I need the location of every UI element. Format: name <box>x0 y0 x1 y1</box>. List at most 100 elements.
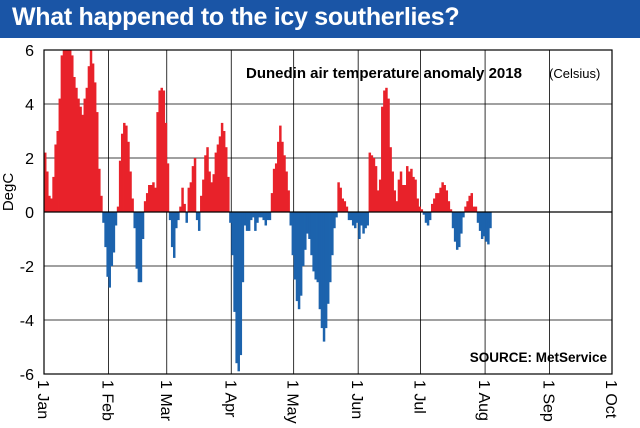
y-axis-label: DegC <box>0 173 17 212</box>
data-bar <box>406 166 409 212</box>
data-bar <box>383 90 386 212</box>
data-bar <box>160 87 163 212</box>
data-bar <box>79 106 82 212</box>
data-bar <box>195 212 199 221</box>
data-bar <box>91 63 95 212</box>
data-bar <box>318 212 322 310</box>
data-bar <box>347 212 351 221</box>
data-bar <box>455 212 459 250</box>
y-tick-label: 6 <box>25 43 34 60</box>
data-bar <box>254 212 257 231</box>
headline-banner: What happened to the icy southerlies? <box>0 0 640 38</box>
data-bar <box>75 87 78 212</box>
data-bar <box>370 155 374 212</box>
data-bar <box>333 212 336 229</box>
data-bar <box>316 212 320 283</box>
data-bar <box>100 195 103 212</box>
data-bar <box>449 209 453 212</box>
data-bar <box>102 212 105 223</box>
data-bar <box>60 55 64 213</box>
data-bar <box>166 163 170 212</box>
data-bar <box>83 98 87 212</box>
data-bar <box>360 212 363 226</box>
data-bar <box>200 195 203 212</box>
data-bar <box>235 212 238 364</box>
data-bar <box>143 201 147 212</box>
data-bar <box>418 206 421 212</box>
x-tick-label: 1 Mar <box>157 380 174 422</box>
data-bar <box>162 90 166 212</box>
data-bar <box>129 171 132 212</box>
data-bar <box>164 122 168 212</box>
data-bar <box>314 212 317 280</box>
data-bar <box>480 212 484 239</box>
headline-text: What happened to the icy southerlies? <box>12 3 460 31</box>
data-bar <box>381 106 384 212</box>
data-bar <box>252 212 255 218</box>
data-bar <box>399 171 403 212</box>
data-bar <box>476 212 480 223</box>
data-bar <box>233 212 236 312</box>
y-tick-label: -2 <box>20 259 34 276</box>
data-bar <box>222 131 226 212</box>
data-bar <box>372 158 376 212</box>
data-bar <box>135 212 139 269</box>
y-tick-label: 0 <box>25 205 34 222</box>
data-bar <box>44 152 47 212</box>
data-bar <box>451 212 455 229</box>
data-bar <box>158 90 161 212</box>
data-bar <box>378 179 382 212</box>
data-bar <box>312 212 315 272</box>
data-bar <box>291 212 295 256</box>
data-bar <box>177 212 180 221</box>
data-bar <box>487 212 490 245</box>
x-tick-label: 1 Jan <box>34 380 51 419</box>
data-bar <box>297 212 301 310</box>
data-bar <box>212 174 216 212</box>
data-bar <box>329 212 332 283</box>
data-bar <box>441 182 444 212</box>
data-bar <box>397 179 401 212</box>
data-bar <box>106 212 109 277</box>
data-bar <box>131 198 134 212</box>
data-bar <box>368 152 372 212</box>
data-bar <box>483 212 486 237</box>
data-bar <box>181 187 184 212</box>
data-bar <box>154 187 157 212</box>
source-note: SOURCE: MetService <box>470 350 608 365</box>
data-bar <box>274 163 278 212</box>
data-bar <box>345 206 349 212</box>
data-bar <box>204 155 207 212</box>
data-bar <box>435 193 438 212</box>
data-bar <box>110 212 114 266</box>
data-bar <box>145 193 149 212</box>
data-bar <box>489 212 492 229</box>
data-bar <box>430 203 434 212</box>
data-bar <box>349 212 353 221</box>
data-bar <box>56 131 59 212</box>
data-bar <box>279 125 282 212</box>
data-bar <box>247 212 251 231</box>
data-bar <box>447 201 451 212</box>
data-bar <box>125 125 128 212</box>
data-bar <box>464 206 467 212</box>
data-bar <box>93 82 97 213</box>
data-bar <box>295 212 299 302</box>
data-bar <box>239 212 243 356</box>
data-bar <box>179 206 182 212</box>
data-bar <box>152 182 155 212</box>
data-bar <box>249 212 253 221</box>
data-bar <box>58 98 62 212</box>
data-bar <box>354 212 357 229</box>
data-bar <box>322 212 326 342</box>
y-tick-label: 2 <box>25 151 34 168</box>
data-bar <box>148 185 151 212</box>
data-bar <box>46 171 49 212</box>
data-bar <box>185 212 188 223</box>
data-bar <box>393 190 397 212</box>
data-bar <box>114 212 118 226</box>
data-bar <box>458 212 461 248</box>
data-bar <box>304 212 307 250</box>
data-bar <box>474 206 478 212</box>
data-bar <box>108 212 111 288</box>
